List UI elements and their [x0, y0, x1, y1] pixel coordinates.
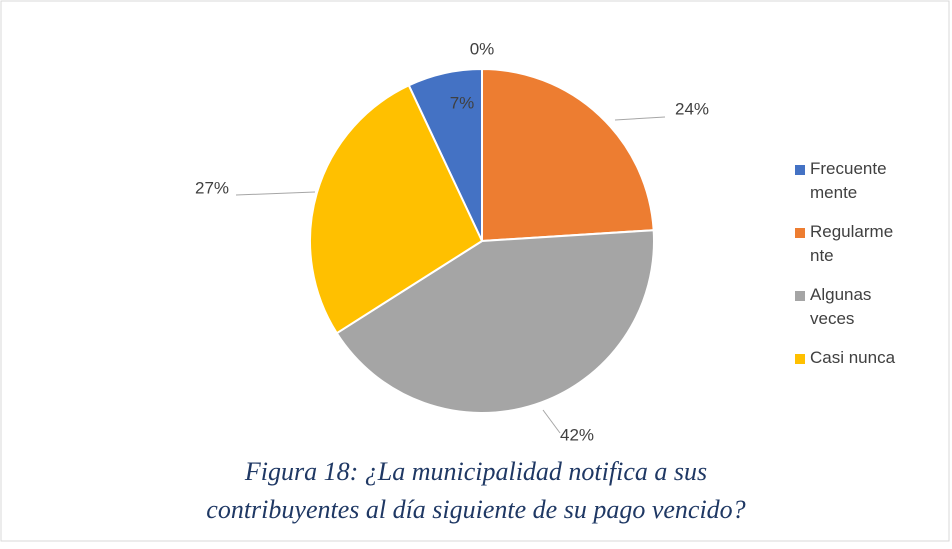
legend-label: Regularme nte	[810, 222, 893, 265]
caption: contribuyentes al día siguiente de su pa…	[206, 495, 745, 524]
legend-marker	[795, 291, 805, 301]
data-label: 7%	[450, 93, 475, 112]
data-label: 0%	[470, 39, 495, 58]
legend-marker	[795, 228, 805, 238]
legend-marker	[795, 354, 805, 364]
leader-line	[542, 409, 561, 434]
legend-label: Algunas veces	[810, 285, 871, 328]
leader-line	[235, 191, 316, 196]
pie-slice	[481, 67, 655, 243]
legend-marker	[795, 165, 805, 175]
data-label: 24%	[675, 99, 709, 118]
leader-line	[614, 116, 666, 121]
data-label: 27%	[195, 178, 229, 197]
pie-slice	[309, 84, 484, 335]
legend-label: Frecuente mente	[810, 159, 887, 202]
pie-slice	[335, 229, 655, 414]
caption: Figura 18: ¿La municipalidad notifica a …	[244, 457, 707, 486]
data-label: 42%	[560, 425, 594, 444]
legend-label: Casi nunca	[810, 348, 896, 367]
